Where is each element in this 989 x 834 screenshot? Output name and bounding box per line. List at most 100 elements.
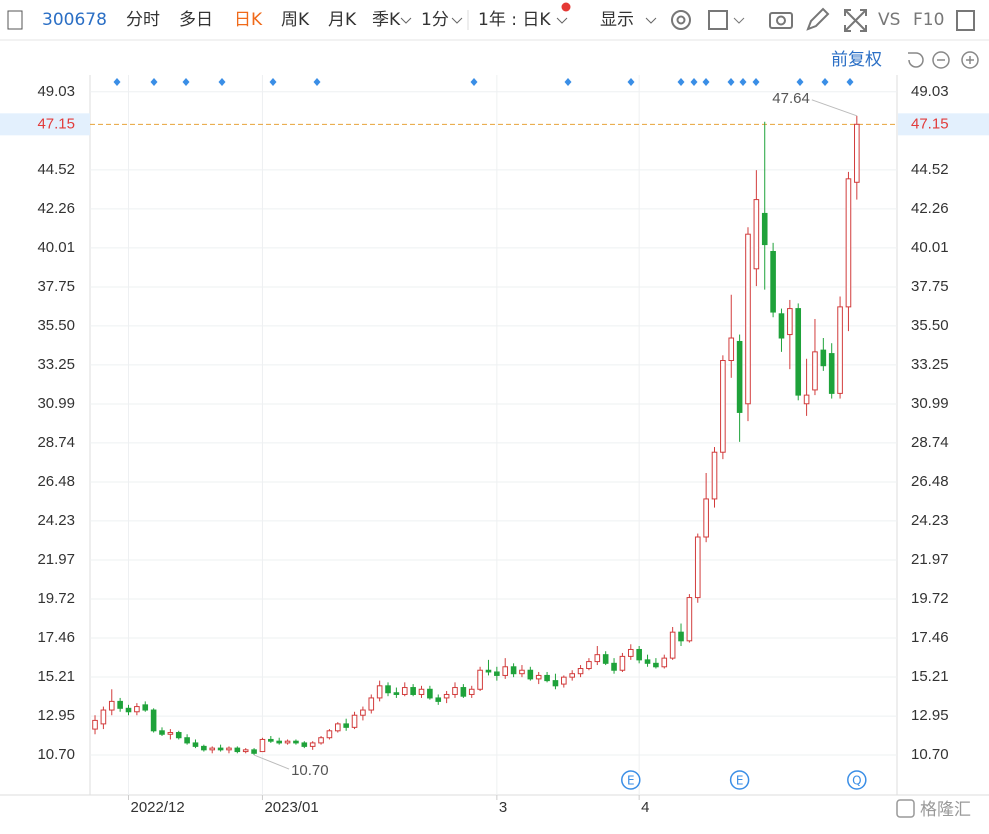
candle-body <box>242 749 249 753</box>
candle-body <box>661 657 668 668</box>
event-badge <box>621 770 641 790</box>
camera-lens <box>776 15 786 26</box>
display-menu[interactable]: 显示 <box>600 10 634 30</box>
candle-body <box>167 732 174 735</box>
candle-body <box>703 498 709 538</box>
candle-body <box>477 669 483 690</box>
candle-body <box>669 631 676 659</box>
period-tab[interactable]: 多日 <box>179 10 213 30</box>
candle-body <box>217 747 224 751</box>
y-tick-label: 17.46 <box>37 629 75 646</box>
candle-body <box>854 123 860 183</box>
event-label: Q <box>852 774 861 788</box>
candle-body <box>268 738 274 742</box>
candle-body <box>636 648 642 661</box>
undo-icon[interactable] <box>908 52 924 68</box>
y-tick-label-right: 42.26 <box>911 200 949 217</box>
price-label-bg-right <box>898 113 989 136</box>
candle-body <box>192 742 199 747</box>
y-tick-label: 40.01 <box>37 239 75 256</box>
period-tabs: 分时 多日 日K 周K 月K 季K 1分 <box>126 10 463 30</box>
y-tick-label-right: 30.99 <box>911 395 949 412</box>
candle-body <box>720 360 726 453</box>
period-tab[interactable]: 月K <box>328 10 357 30</box>
y-tick-label-right: 33.25 <box>911 356 949 373</box>
period-tab[interactable]: 1分 <box>421 10 449 30</box>
chevron <box>556 17 568 24</box>
candle-body <box>201 745 207 751</box>
y-tick-label-right: 17.46 <box>911 629 949 646</box>
candle-body <box>301 742 308 747</box>
event-marker <box>846 78 854 86</box>
y-tick-label-right: 37.75 <box>911 278 949 295</box>
panel-icon[interactable] <box>956 10 975 31</box>
zoom-in-icon[interactable] <box>961 51 979 69</box>
candle-body <box>845 178 852 308</box>
event-marker <box>821 78 829 86</box>
sidebar-toggle[interactable] <box>7 10 23 30</box>
y-tick-label-right: 24.23 <box>911 512 949 529</box>
y-tick-label-right: 10.70 <box>911 746 949 763</box>
adjust-mode[interactable]: 前复权 <box>831 50 882 70</box>
vs-button[interactable]: VS <box>878 10 900 30</box>
y-tick-label-right: 12.95 <box>911 707 949 724</box>
candle-body <box>569 673 575 678</box>
y-tick-label-right: 21.97 <box>911 551 949 568</box>
stock-code[interactable]: 300678 <box>42 10 107 30</box>
x-tick-label: 2023/01 <box>264 799 318 816</box>
x-tick-label: 2022/12 <box>131 799 185 816</box>
period-tab[interactable]: 周K <box>281 10 310 30</box>
candle-body <box>427 688 433 699</box>
y-tick-label-right: 19.72 <box>911 590 949 607</box>
candle-body <box>435 697 442 702</box>
event-marker <box>313 78 321 86</box>
fullscreen-icon[interactable] <box>844 9 867 32</box>
notification-dot <box>561 2 571 12</box>
candle-body <box>150 709 157 732</box>
candle-body <box>92 719 98 730</box>
candle-body <box>803 394 810 405</box>
period-tab[interactable]: 季K <box>372 10 401 30</box>
settings-icon[interactable] <box>671 10 691 30</box>
candle-body <box>527 669 534 680</box>
event-marker <box>690 78 698 86</box>
candle-body <box>134 706 140 713</box>
y-tick-label-right: 35.50 <box>911 317 949 334</box>
candle-body <box>485 669 492 673</box>
candle-body <box>460 687 467 697</box>
event-marker <box>702 78 710 86</box>
candle-body <box>711 451 718 500</box>
candle-body <box>326 730 333 739</box>
range-selector[interactable]: 1年 : 日K <box>478 10 551 30</box>
period-tab[interactable]: 日K <box>234 10 263 30</box>
candle-body <box>360 709 366 716</box>
candle-body <box>343 723 349 728</box>
candle-body <box>276 740 282 744</box>
candle-body <box>795 308 802 396</box>
price-label: 47.15 <box>37 115 75 132</box>
chevron <box>733 17 745 24</box>
candle-body <box>251 749 257 754</box>
event-marker <box>470 78 478 86</box>
period-tab[interactable]: 分时 <box>126 10 160 30</box>
candle-body <box>611 662 617 671</box>
y-tick-label-right: 40.01 <box>911 239 949 256</box>
zoom-out-icon[interactable] <box>932 51 950 69</box>
candle-body <box>418 688 425 695</box>
y-tick-label: 10.70 <box>37 746 75 763</box>
candle-body <box>142 704 149 711</box>
candle-body <box>385 685 391 694</box>
max-annotation: 47.64 <box>772 90 810 107</box>
shape-icon[interactable] <box>708 10 728 30</box>
candle-body <box>452 687 458 695</box>
candle-body <box>544 674 550 682</box>
candle-body <box>117 700 123 709</box>
camera-icon[interactable] <box>769 12 793 29</box>
x-tick-label: 3 <box>499 799 507 816</box>
event-marker <box>150 78 158 86</box>
pen-icon[interactable] <box>806 7 830 31</box>
candle-body <box>184 737 190 744</box>
f10-button[interactable]: F10 <box>913 10 944 30</box>
